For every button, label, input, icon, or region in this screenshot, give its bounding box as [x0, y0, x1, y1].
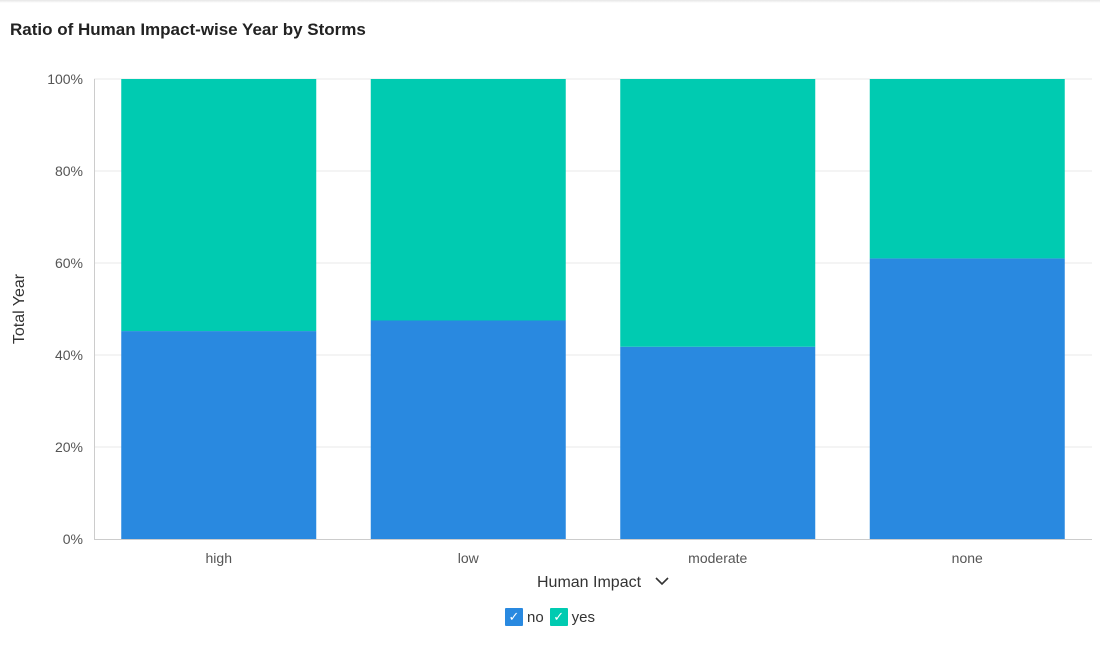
x-tick-label: low [458, 550, 480, 566]
legend-item-yes[interactable]: ✓ yes [549, 608, 596, 626]
bars [121, 79, 1065, 539]
checkmark-icon: ✓ [549, 608, 568, 626]
checkmark-icon: ✓ [504, 608, 523, 626]
x-tick-label: none [952, 550, 983, 566]
y-tick-label: 0% [63, 531, 83, 547]
legend-label-no: no [526, 608, 544, 626]
x-axis-title-dropdown[interactable]: Human Impact [537, 574, 669, 591]
bar-none-no[interactable] [869, 258, 1065, 539]
legend-label-yes: yes [571, 608, 596, 626]
bar-none-yes[interactable] [869, 79, 1065, 259]
y-tick-labels: 0% 20% 40% 60% 80% 100% [47, 71, 83, 547]
bar-high-no[interactable] [121, 331, 317, 539]
y-tick-label: 60% [55, 255, 83, 271]
y-tick-label: 20% [55, 439, 83, 455]
bar-moderate-yes[interactable] [620, 79, 816, 347]
y-tick-label: 80% [55, 163, 83, 179]
x-tick-labels: high low moderate none [206, 550, 984, 566]
y-tick-label: 100% [47, 71, 83, 87]
chart-title: Ratio of Human Impact-wise Year by Storm… [10, 20, 366, 39]
bar-moderate-no[interactable] [620, 346, 816, 539]
x-tick-label: moderate [688, 550, 747, 566]
bar-low-yes[interactable] [370, 79, 566, 321]
bar-low-no[interactable] [370, 320, 566, 540]
legend-item-no[interactable]: ✓ no [504, 608, 544, 626]
chevron-down-icon [655, 577, 669, 586]
x-tick-label: high [206, 550, 232, 566]
y-axis-title: Total Year [11, 273, 28, 344]
legend: ✓ no ✓ yes [0, 606, 1100, 628]
x-axis-title: Human Impact [537, 574, 642, 591]
y-tick-label: 40% [55, 347, 83, 363]
top-shadow [0, 0, 1100, 3]
bar-high-yes[interactable] [121, 79, 317, 332]
